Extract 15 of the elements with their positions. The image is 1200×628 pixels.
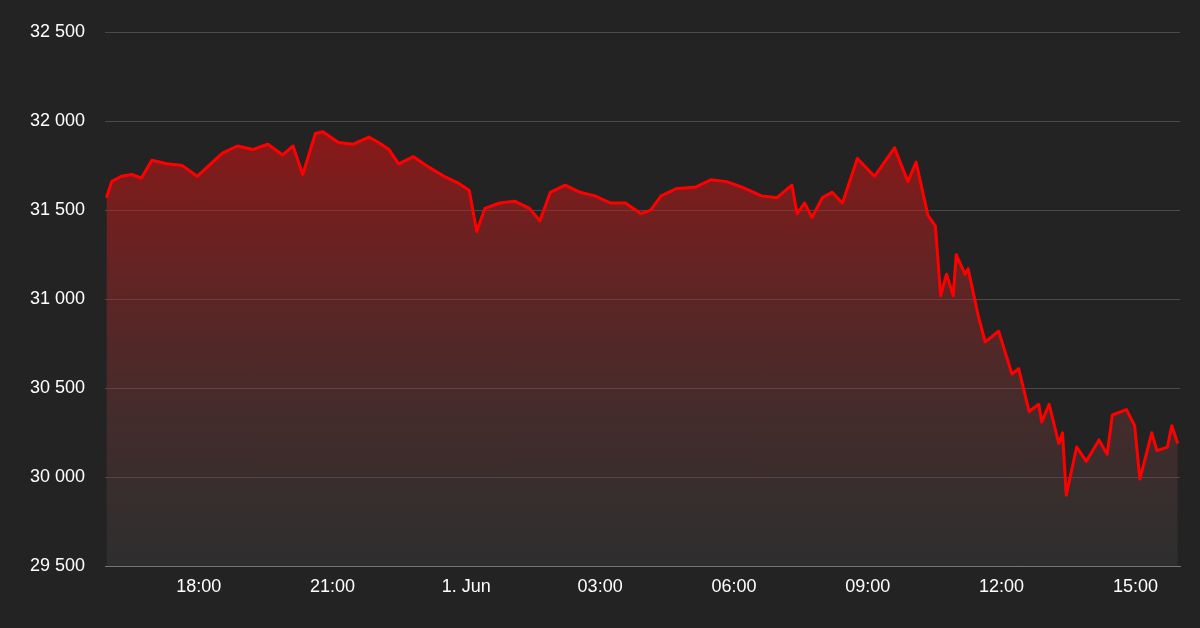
- x-tick-label: 12:00: [979, 576, 1025, 597]
- x-tick-label: 15:00: [1112, 576, 1158, 597]
- y-tick-label: 32 500: [29, 20, 85, 41]
- y-tick-label: 29 500: [29, 555, 85, 576]
- x-tick-label: 09:00: [845, 576, 891, 597]
- y-tick-label: 30 000: [29, 466, 85, 487]
- x-tick-label: 1. Jun: [441, 576, 491, 597]
- x-tick-label: 03:00: [577, 576, 623, 597]
- y-tick-label: 32 000: [29, 110, 85, 131]
- y-tick-label: 30 500: [29, 377, 85, 398]
- y-tick-label: 31 500: [29, 199, 85, 220]
- x-tick-label: 06:00: [711, 576, 757, 597]
- x-tick-label: 21:00: [309, 576, 356, 597]
- x-tick-label: 18:00: [176, 576, 222, 597]
- y-tick-label: 31 000: [29, 288, 85, 309]
